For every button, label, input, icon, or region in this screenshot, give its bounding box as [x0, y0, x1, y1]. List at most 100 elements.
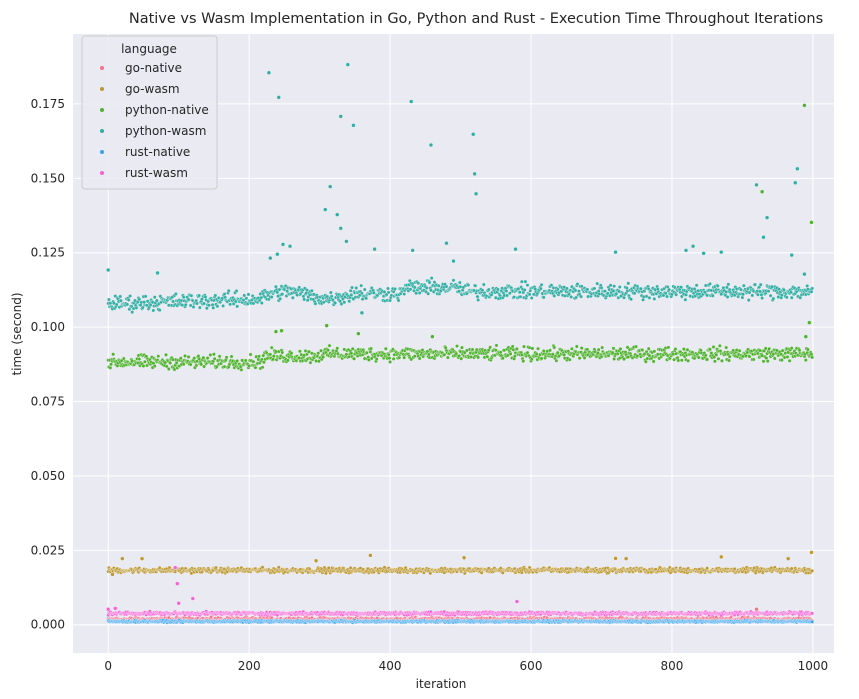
point-python-native: [522, 344, 526, 349]
point-python-wasm: [592, 286, 597, 291]
point-python-wasm: [622, 295, 626, 300]
point-python-wasm: [429, 276, 434, 280]
point-python-wasm: [505, 293, 509, 298]
point-python-wasm: [614, 291, 619, 296]
point-python-wasm: [342, 300, 347, 305]
point-python-wasm: [191, 305, 196, 309]
point-python-wasm: [416, 281, 421, 285]
point-python-wasm: [195, 301, 199, 306]
point-go-wasm: [382, 565, 387, 570]
point-python-native: [384, 346, 388, 351]
point-python-native: [248, 352, 253, 357]
point-python-native: [611, 346, 616, 351]
outlier-point-go-wasm: [623, 556, 629, 561]
point-python-native: [208, 353, 213, 357]
point-python-wasm: [427, 280, 432, 285]
point-python-wasm: [481, 282, 486, 287]
point-python-native: [615, 351, 620, 356]
point-python-native: [269, 345, 274, 350]
point-python-wasm: [277, 287, 282, 292]
point-python-wasm: [740, 295, 745, 300]
point-python-native: [137, 357, 142, 361]
point-python-native: [708, 347, 712, 352]
point-python-native: [260, 365, 265, 370]
point-python-wasm: [771, 296, 776, 301]
point-python-native: [235, 359, 240, 363]
point-python-wasm: [539, 286, 543, 291]
point-python-native: [352, 356, 356, 361]
point-python-wasm: [444, 284, 449, 289]
point-go-wasm: [428, 571, 433, 576]
point-python-native: [298, 349, 302, 354]
outlier-point-python-wasm: [276, 95, 281, 100]
point-python-native: [548, 348, 552, 353]
point-python-wasm: [234, 289, 239, 293]
outlier-point-python-wasm: [335, 212, 340, 217]
point-python-wasm: [486, 287, 491, 292]
point-python-wasm: [386, 286, 390, 291]
outlier-point-python-wasm: [323, 207, 328, 212]
outlier-point-python-wasm: [338, 226, 343, 231]
point-python-native: [217, 354, 222, 359]
point-python-wasm: [766, 289, 771, 293]
point-python-wasm: [235, 304, 240, 309]
point-python-wasm: [679, 285, 683, 290]
outlier-point-python-native: [279, 328, 284, 333]
point-python-wasm: [137, 297, 142, 302]
point-python-wasm: [436, 283, 441, 288]
point-python-wasm: [758, 282, 763, 287]
point-python-wasm: [466, 283, 471, 287]
point-python-native: [552, 345, 557, 350]
point-python-wasm: [784, 295, 789, 300]
outlier-point-python-wasm: [344, 239, 349, 244]
point-python-native: [349, 351, 354, 356]
point-python-wasm: [143, 294, 148, 299]
point-python-native: [534, 352, 539, 356]
point-python-native: [761, 359, 766, 364]
point-python-wasm: [221, 304, 225, 308]
point-go-wasm: [789, 566, 794, 571]
point-python-wasm: [189, 293, 194, 298]
point-python-native: [476, 355, 481, 360]
point-python-native: [327, 343, 332, 348]
outlier-point-python-wasm: [268, 255, 273, 261]
point-python-wasm: [202, 301, 206, 306]
point-python-native: [485, 354, 490, 359]
point-python-native: [567, 357, 572, 362]
point-python-wasm: [573, 288, 578, 293]
point-python-wasm: [119, 298, 123, 303]
point-python-native: [201, 355, 206, 360]
point-python-native: [402, 355, 407, 360]
point-python-wasm: [667, 287, 671, 292]
outlier-point-python-wasm: [795, 166, 800, 172]
outlier-point-python-wasm: [351, 123, 356, 128]
outlier-point-python-wasm: [513, 246, 518, 252]
point-python-wasm: [354, 286, 359, 290]
point-python-native: [751, 357, 756, 362]
point-python-wasm: [396, 298, 401, 303]
point-python-wasm: [349, 293, 354, 297]
point-python-wasm: [393, 287, 397, 291]
outlier-point-python-wasm: [428, 142, 434, 148]
point-python-native: [682, 347, 686, 351]
point-python-wasm: [402, 292, 407, 296]
point-python-wasm: [157, 308, 162, 312]
point-python-wasm: [417, 291, 422, 295]
point-python-wasm: [183, 302, 188, 307]
point-python-wasm: [278, 296, 283, 301]
point-python-wasm: [665, 294, 669, 299]
point-python-native: [239, 367, 244, 372]
point-python-wasm: [496, 287, 500, 292]
point-python-native: [666, 345, 671, 350]
point-python-wasm: [476, 298, 481, 302]
point-python-native: [521, 359, 526, 363]
point-python-wasm: [629, 297, 633, 302]
point-python-native: [679, 358, 684, 363]
point-python-native: [596, 347, 601, 352]
point-python-wasm: [684, 292, 688, 297]
point-python-wasm: [527, 292, 532, 297]
point-python-wasm: [518, 294, 523, 299]
outlier-point-python-wasm: [613, 249, 618, 255]
point-python-native: [229, 354, 234, 359]
outlier-point-python-native: [803, 334, 809, 339]
